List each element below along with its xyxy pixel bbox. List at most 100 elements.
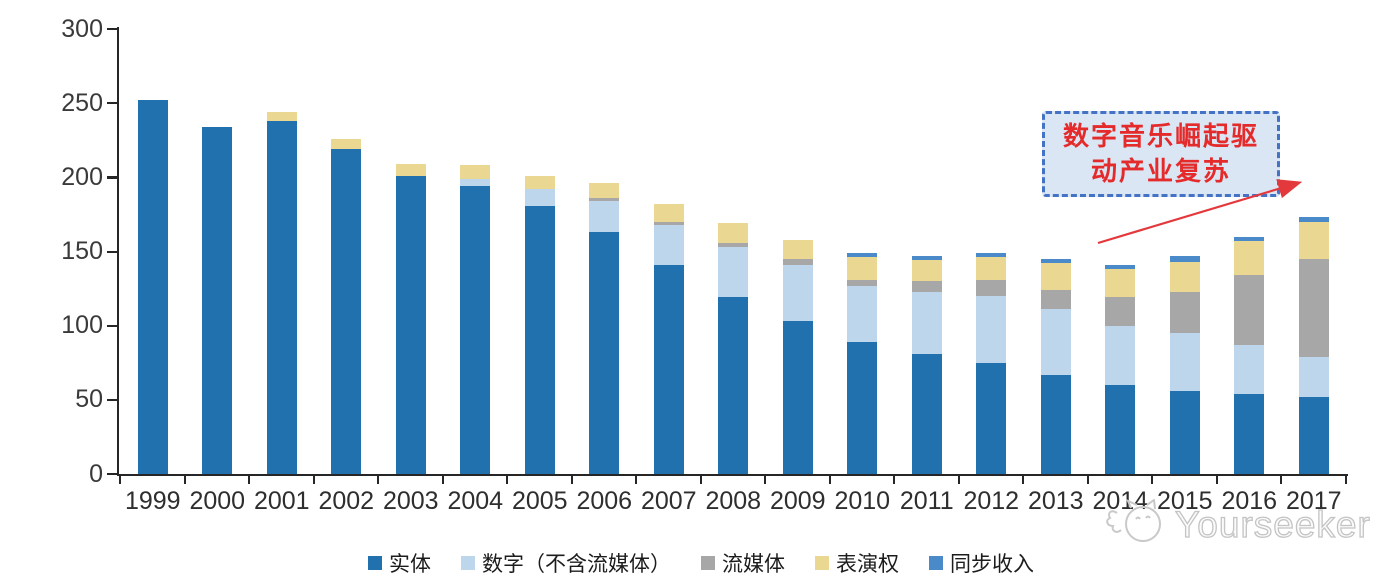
- y-axis-tick: [107, 250, 117, 253]
- bar-segment-实体: [1298, 396, 1329, 474]
- bar-segment-实体: [1234, 393, 1265, 474]
- legend-item: 表演权: [815, 548, 899, 578]
- x-axis-tick: [699, 476, 702, 484]
- legend-swatch-icon: [701, 556, 715, 570]
- x-axis-tick-label: 2000: [189, 487, 246, 515]
- bar-segment-表演权: [718, 223, 749, 243]
- bar-segment-表演权: [1040, 263, 1071, 291]
- x-axis-tick: [1344, 476, 1347, 484]
- bar-segment-数字（不含流媒体）: [718, 247, 749, 298]
- x-axis-tick-label: 1999: [124, 487, 181, 515]
- y-axis-tick: [107, 102, 117, 105]
- y-axis-tick-label: 100: [61, 311, 103, 340]
- bar-segment-实体: [331, 149, 362, 474]
- x-axis-tick-label: 2014: [1092, 487, 1149, 515]
- bar-segment-同步收入: [847, 252, 878, 258]
- y-axis-tick: [107, 176, 117, 179]
- x-axis-tick-label: 2004: [447, 487, 504, 515]
- x-axis-tick-label: 2006: [576, 487, 633, 515]
- x-axis-tick: [1280, 476, 1283, 484]
- legend-label: 数字（不含流媒体）: [482, 553, 671, 576]
- y-axis-line: [117, 27, 120, 476]
- bar-segment-表演权: [782, 239, 813, 259]
- bar-segment-同步收入: [911, 255, 942, 261]
- annotation-text-line1: 数字音乐崛起驱: [1062, 121, 1259, 151]
- bar-segment-表演权: [653, 204, 684, 222]
- x-axis-tick-label: 2016: [1221, 487, 1278, 515]
- bar-segment-数字（不含流媒体）: [460, 178, 491, 187]
- bar-segment-表演权: [266, 112, 297, 121]
- x-axis-tick: [312, 476, 315, 484]
- legend-swatch-icon: [929, 556, 943, 570]
- bar-segment-表演权: [1234, 241, 1265, 276]
- bar-segment-表演权: [911, 260, 942, 282]
- bar-segment-表演权: [976, 257, 1007, 280]
- legend-item: 流媒体: [701, 548, 785, 578]
- x-axis-tick-label: 2012: [963, 487, 1020, 515]
- bar-segment-同步收入: [1040, 258, 1071, 264]
- bar-segment-数字（不含流媒体）: [1169, 333, 1200, 391]
- bar-segment-实体: [911, 353, 942, 474]
- bar-segment-流媒体: [1234, 275, 1265, 345]
- y-axis-tick: [107, 324, 117, 327]
- chart-legend: 实体 数字（不含流媒体） 流媒体 表演权 同步收入: [368, 549, 1034, 577]
- annotation-callout-box: 数字音乐崛起驱 动产业复苏: [1042, 111, 1280, 197]
- y-axis-tick-label: 250: [61, 88, 103, 117]
- cat-logo-icon: [1106, 499, 1161, 542]
- bar-segment-实体: [718, 297, 749, 474]
- x-axis-tick-label: 2017: [1285, 487, 1342, 515]
- y-axis-tick-label: 150: [61, 237, 103, 265]
- bar-segment-数字（不含流媒体）: [976, 296, 1007, 363]
- bar-segment-数字（不含流媒体）: [847, 285, 878, 342]
- bar-segment-表演权: [589, 183, 620, 199]
- bar-segment-实体: [266, 120, 297, 474]
- x-axis-tick: [506, 476, 509, 484]
- legend-item: 数字（不含流媒体）: [461, 548, 671, 578]
- y-axis-tick: [107, 473, 117, 476]
- bar-segment-表演权: [847, 257, 878, 280]
- bar-segment-实体: [1040, 374, 1071, 474]
- bar-segment-数字（不含流媒体）: [782, 264, 813, 322]
- watermark: Yourseeker: [1103, 496, 1398, 554]
- bar-segment-实体: [847, 341, 878, 474]
- bar-segment-实体: [653, 264, 684, 474]
- x-axis-tick: [183, 476, 186, 484]
- y-axis-tick: [107, 398, 117, 402]
- x-axis-tick-label: 2015: [1156, 487, 1213, 515]
- x-axis-tick: [893, 476, 896, 484]
- bar-segment-流媒体: [1169, 291, 1200, 334]
- bar-segment-表演权: [460, 165, 491, 179]
- legend-label: 表演权: [836, 553, 899, 576]
- annotation-text-line2: 动产业复苏: [1090, 156, 1231, 186]
- x-axis-tick-label: 2005: [511, 487, 568, 515]
- bar-segment-同步收入: [1234, 236, 1265, 242]
- bar-segment-表演权: [1169, 261, 1200, 292]
- x-axis-line: [117, 474, 1348, 477]
- x-axis-tick: [570, 476, 573, 484]
- y-axis-tick-label: 200: [61, 162, 103, 191]
- bar-segment-流媒体: [589, 198, 620, 202]
- legend-label: 同步收入: [950, 553, 1034, 576]
- bar-segment-同步收入: [1105, 264, 1136, 270]
- legend-swatch-icon: [461, 556, 475, 570]
- bar-segment-表演权: [1298, 221, 1329, 259]
- bar-segment-实体: [460, 186, 491, 474]
- bar-segment-数字（不含流媒体）: [653, 224, 684, 265]
- x-axis-tick: [1086, 476, 1089, 484]
- bar-segment-同步收入: [1169, 255, 1200, 262]
- bar-segment-数字（不含流媒体）: [1298, 356, 1329, 397]
- bar-segment-数字（不含流媒体）: [589, 201, 620, 233]
- x-axis-tick-label: 2009: [769, 487, 826, 515]
- bar-segment-表演权: [1105, 269, 1136, 298]
- bar-segment-实体: [202, 126, 233, 474]
- x-axis-tick: [764, 476, 767, 484]
- x-axis-tick-label: 2011: [899, 487, 954, 515]
- x-axis-tick: [957, 476, 960, 484]
- x-axis-tick-label: 2013: [1027, 487, 1084, 515]
- bar-segment-实体: [589, 232, 620, 474]
- bar-segment-流媒体: [718, 242, 749, 248]
- legend-item: 同步收入: [929, 548, 1034, 578]
- y-axis-tick-label: 300: [61, 14, 103, 43]
- bar-segment-实体: [524, 205, 555, 474]
